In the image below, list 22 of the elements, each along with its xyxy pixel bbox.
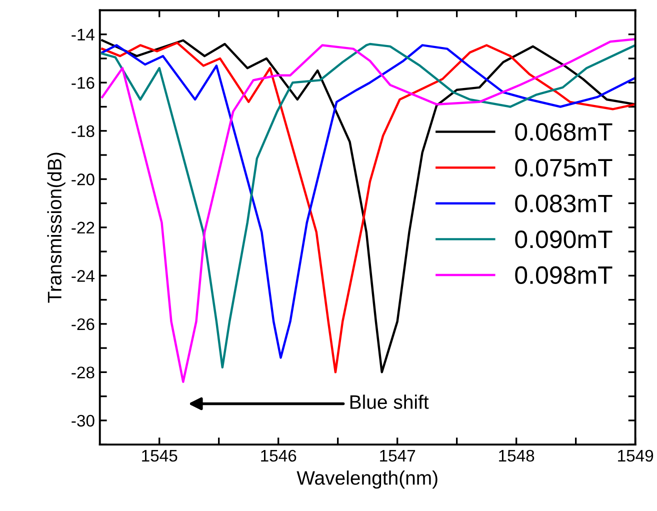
x-tick-label: 1547 (380, 450, 416, 462)
legend-label: 0.098mT (515, 266, 612, 284)
y-tick-label: -22 (72, 222, 94, 234)
y-axis-title: Transmission(dB) (47, 152, 66, 303)
annotation: Blue shift (350, 394, 429, 409)
x-tick-label: 1548 (499, 450, 534, 462)
y-tick-label: -28 (72, 366, 94, 378)
y-tick-label: -18 (72, 125, 94, 138)
y-tick-label: -30 (72, 414, 94, 427)
x-tick-label: 1545 (142, 450, 178, 462)
x-tick-label: 1546 (261, 450, 296, 462)
y-tick-label: -26 (72, 318, 94, 330)
y-tick-label: -24 (72, 270, 95, 282)
legend-label: 0.090mT (515, 230, 612, 248)
legend-label: 0.068mT (515, 123, 612, 141)
legend-label: 0.075mT (515, 158, 612, 177)
y-tick-label: -20 (72, 174, 94, 186)
y-tick-label: -14 (72, 28, 95, 40)
x-tick-label: 1549 (618, 450, 654, 462)
x-axis-title: Wavelength(nm) (296, 470, 438, 489)
y-tick-label: -16 (72, 77, 94, 89)
legend-label: 0.083mT (515, 194, 612, 212)
